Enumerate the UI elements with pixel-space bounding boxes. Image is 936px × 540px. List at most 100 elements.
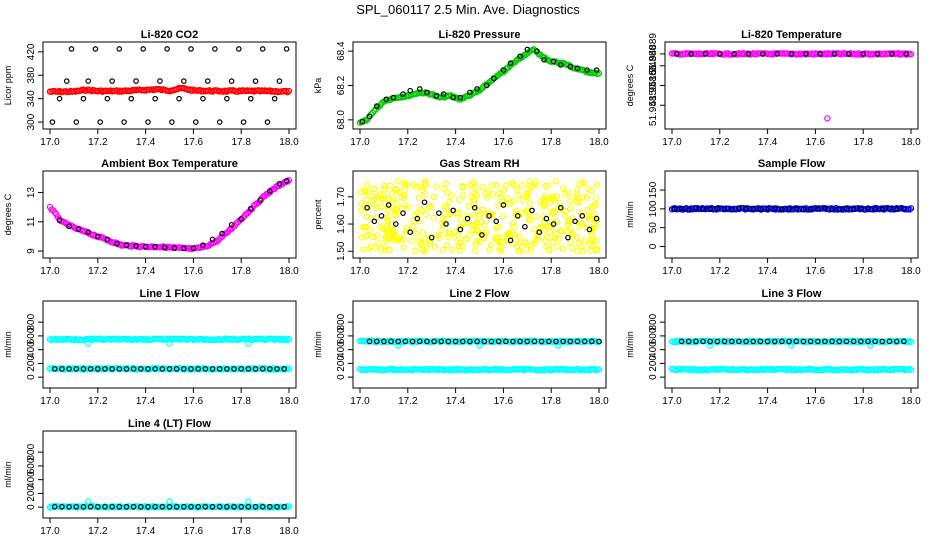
data-point — [546, 338, 552, 345]
data-point — [410, 223, 417, 230]
data-point — [409, 338, 416, 345]
data-point — [580, 194, 587, 201]
data-point — [543, 243, 550, 251]
data-point — [392, 185, 399, 193]
x-tick-label: 17.8 — [231, 396, 251, 407]
data-point — [771, 205, 778, 211]
data-point — [489, 190, 497, 198]
data-point — [224, 366, 230, 372]
data-point — [700, 338, 706, 345]
x-tick-label: 17.0 — [40, 396, 60, 407]
data-point — [685, 338, 692, 345]
data-point — [400, 194, 408, 202]
data-point — [245, 340, 252, 347]
data-point — [436, 210, 442, 216]
data-point — [224, 503, 230, 510]
data-point — [774, 51, 780, 57]
panel-pressure: Li-820 Pressure kPa 17.0 17.2 17.4 17.6 17.8 18… — [313, 29, 609, 148]
data-point — [244, 210, 251, 217]
data-point — [373, 232, 381, 239]
data-point — [453, 209, 460, 217]
data-point — [371, 218, 378, 225]
panel-line4: Line 4 (LT) Flow ml/min 17.0 17.2 17.4 17.6 17… — [3, 418, 299, 537]
data-point — [51, 503, 58, 510]
data-point — [400, 91, 406, 97]
data-point — [371, 107, 378, 114]
x-tick-label: 17.8 — [541, 266, 561, 277]
data-point — [439, 226, 446, 234]
data-point — [586, 240, 594, 248]
data-point — [524, 338, 531, 345]
data-point — [486, 246, 493, 253]
data-point — [559, 245, 567, 253]
data-point — [87, 503, 94, 510]
series-group — [356, 337, 603, 374]
x-tick-label: 17.8 — [231, 526, 251, 537]
data-point — [788, 342, 795, 349]
data-point — [427, 233, 434, 240]
data-point — [459, 338, 466, 345]
data-point — [358, 234, 365, 241]
data-point — [188, 46, 194, 52]
data-point — [800, 338, 807, 345]
data-point — [176, 95, 182, 102]
data-point — [593, 237, 600, 244]
plot-frame — [664, 170, 919, 259]
data-point — [459, 192, 467, 199]
data-point — [231, 503, 237, 510]
data-point — [542, 182, 549, 190]
data-point — [595, 366, 603, 373]
data-point — [181, 366, 187, 372]
data-point — [678, 338, 685, 345]
data-point — [145, 503, 151, 510]
x-tick-label: 17.6 — [806, 396, 826, 407]
data-point — [499, 213, 507, 220]
data-point — [393, 221, 399, 227]
data-point — [567, 205, 574, 212]
data-point — [538, 338, 545, 345]
data-point — [564, 221, 572, 229]
y-tick-label: 800 — [26, 313, 37, 330]
x-tick-label: 17.0 — [350, 137, 370, 148]
y-tick-label: 380 — [26, 66, 37, 83]
data-point — [831, 51, 838, 57]
y-tick-label: 0 — [648, 243, 659, 249]
data-point — [564, 228, 572, 236]
data-point — [372, 200, 379, 208]
data-point — [492, 224, 500, 231]
y-tick-label: 68.0 — [336, 110, 347, 130]
data-point — [523, 192, 530, 200]
data-point — [247, 205, 254, 212]
data-point — [102, 503, 108, 510]
data-point — [392, 205, 400, 212]
data-point — [592, 224, 599, 231]
data-point — [858, 206, 864, 212]
data-point — [481, 221, 488, 229]
data-point — [401, 181, 409, 189]
data-point — [102, 366, 108, 372]
data-point — [440, 185, 447, 193]
data-point — [56, 95, 63, 102]
data-point — [673, 51, 680, 57]
data-point — [166, 498, 173, 505]
data-point — [451, 234, 458, 241]
y-axis-label: degrees C — [3, 193, 13, 235]
data-point — [438, 338, 445, 345]
data-point — [886, 205, 893, 212]
data-point — [467, 338, 473, 345]
data-point — [446, 229, 454, 237]
panel-title: Sample Flow — [758, 158, 826, 170]
data-point — [486, 213, 492, 219]
data-point — [565, 234, 571, 241]
data-point — [471, 204, 478, 211]
data-point — [593, 67, 600, 73]
data-point — [416, 86, 423, 92]
data-point — [130, 366, 137, 372]
data-point — [400, 244, 407, 251]
data-point — [552, 178, 560, 185]
data-point — [418, 207, 426, 214]
data-point — [550, 210, 557, 217]
y-tick-label: 0 — [336, 374, 347, 380]
data-point — [264, 119, 271, 125]
data-point — [779, 338, 785, 345]
